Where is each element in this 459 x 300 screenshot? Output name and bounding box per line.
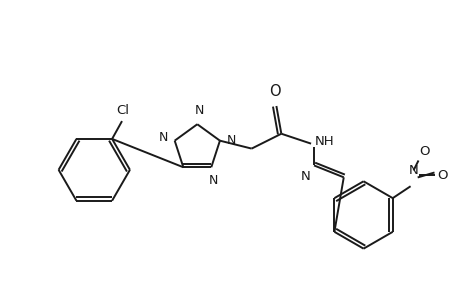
Text: O: O xyxy=(269,84,280,99)
Text: N: N xyxy=(194,104,203,117)
Text: O: O xyxy=(437,169,447,182)
Text: N: N xyxy=(158,131,168,144)
Text: N: N xyxy=(226,134,236,147)
Text: O: O xyxy=(419,145,429,158)
Text: N: N xyxy=(208,174,218,187)
Text: Cl: Cl xyxy=(116,104,129,117)
Text: N: N xyxy=(408,164,418,177)
Text: N: N xyxy=(300,170,309,183)
Text: NH: NH xyxy=(314,135,334,148)
